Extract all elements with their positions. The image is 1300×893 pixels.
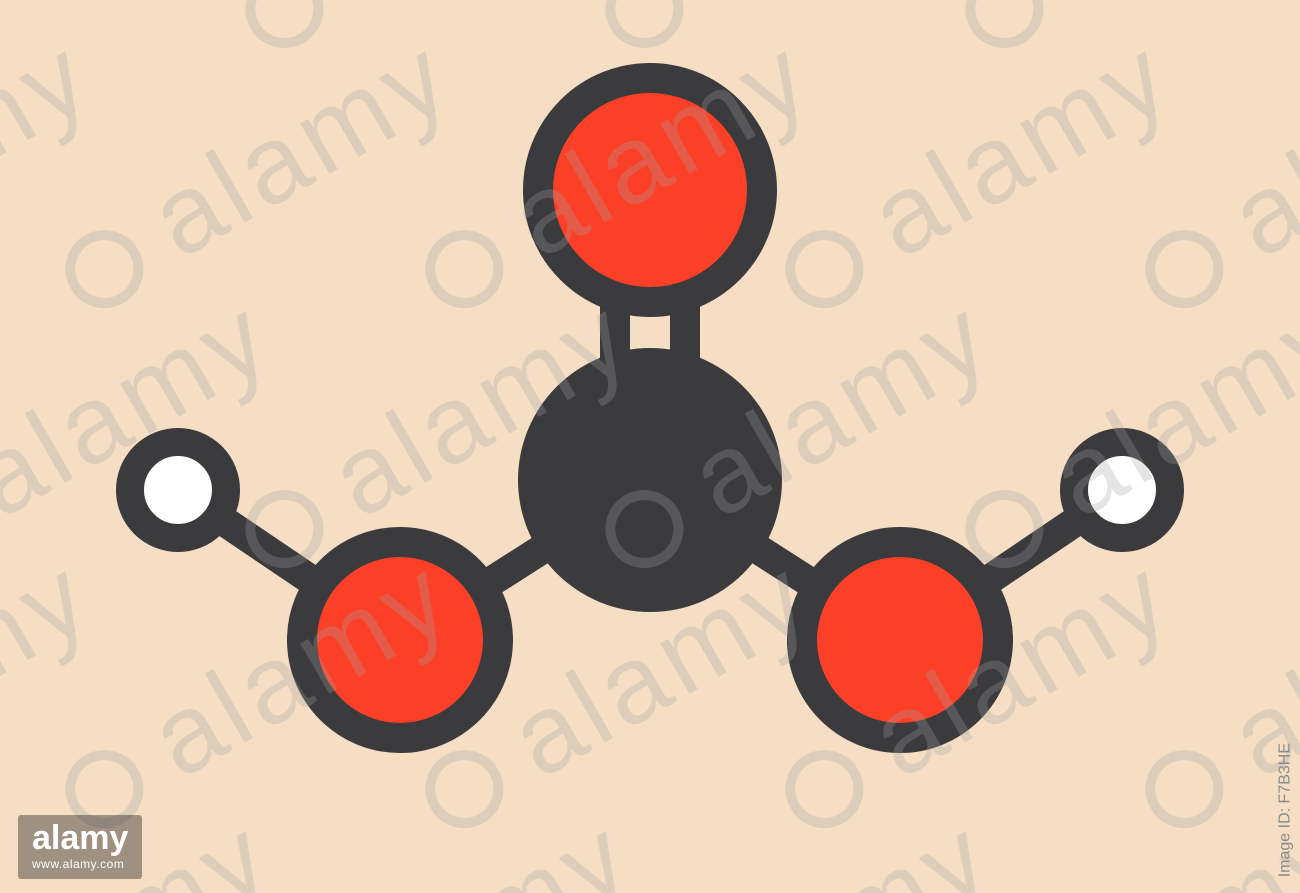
watermark-circle-icon [418, 743, 511, 836]
watermark-word: alamy [1211, 533, 1300, 801]
watermark-word: alamy [1211, 13, 1300, 281]
watermark-word: alamy [491, 13, 833, 281]
watermark-word: alamy [671, 273, 1013, 541]
watermark-word: alamy [1031, 0, 1300, 21]
watermark-word: alamy [311, 793, 653, 893]
watermark-circle-icon [238, 483, 331, 576]
watermark-word: alamy [851, 13, 1193, 281]
watermark-word: alamy [131, 13, 473, 281]
watermark-circle-icon [958, 483, 1051, 576]
watermark-word: alamy [0, 793, 292, 893]
watermark-word: alamy [671, 793, 1013, 893]
watermark-circle-icon [778, 743, 871, 836]
watermark-circle-icon [778, 223, 871, 316]
watermark-diagonal: alamyalamyalamyalamyalamyalamyalamyalamy… [0, 0, 1300, 893]
watermark-circle-icon [58, 743, 151, 836]
watermark-circle-icon [958, 0, 1051, 55]
watermark-circle-icon [418, 223, 511, 316]
watermark-circle-icon [598, 0, 691, 55]
watermark-circle-icon [238, 0, 331, 55]
watermark-circle-icon [1138, 223, 1231, 316]
watermark-circle-icon [598, 483, 691, 576]
watermark-circle-icon [58, 223, 151, 316]
watermark-word: alamy [311, 273, 653, 541]
watermark-circle-icon [1138, 743, 1231, 836]
watermark-word: alamy [0, 273, 292, 541]
watermark-word: alamy [131, 533, 473, 801]
watermark-word: alamy [491, 533, 833, 801]
watermark-word: alamy [311, 0, 653, 21]
watermark-word: alamy [671, 0, 1013, 21]
watermark-word: alamy [1031, 793, 1300, 893]
diagram-canvas: alamyalamyalamyalamyalamyalamyalamyalamy… [0, 0, 1300, 893]
watermark-word: alamy [1031, 273, 1300, 541]
watermark-word: alamy [851, 533, 1193, 801]
